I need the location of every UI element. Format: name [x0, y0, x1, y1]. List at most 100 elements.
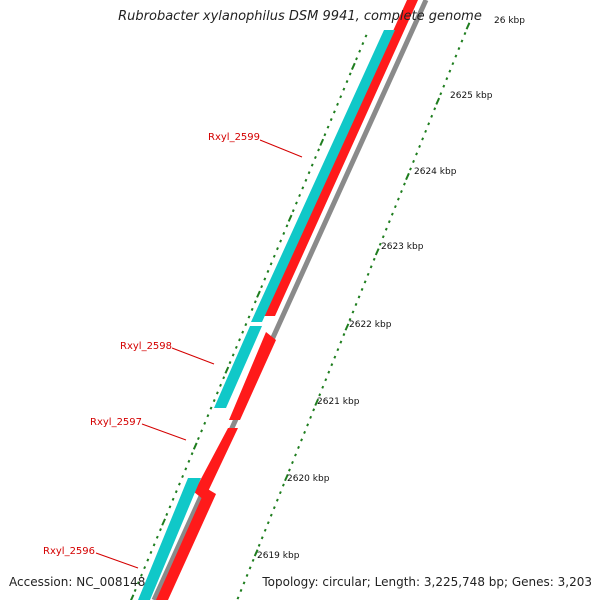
inner-major-tick: [351, 62, 356, 70]
inner-minor-tick: [332, 110, 336, 114]
ruler-minor-tick: [445, 77, 449, 81]
ruler-minor-tick: [390, 212, 394, 216]
ruler-minor-tick: [303, 430, 307, 434]
inner-minor-tick: [348, 72, 352, 76]
ruler-minor-tick: [288, 468, 291, 472]
ruler-major-tick: [253, 549, 259, 557]
accession-text: Accession: NC_008148: [9, 575, 146, 589]
ruler-minor-tick: [272, 506, 276, 510]
gene-feature-forward: [138, 478, 201, 600]
inner-minor-tick: [222, 376, 226, 380]
inner-ruler-dots: [130, 34, 368, 600]
gene-feature-reverse: [194, 428, 238, 500]
ruler-minor-tick: [393, 205, 397, 209]
ruler-minor-tick: [366, 272, 370, 276]
ruler-ticks: [236, 22, 471, 600]
ruler-minor-tick: [257, 543, 261, 547]
ruler-minor-tick: [409, 167, 412, 171]
inner-minor-tick: [165, 512, 169, 517]
ruler-minor-tick: [357, 295, 361, 299]
ruler-minor-tick: [269, 513, 273, 517]
ruler-major-tick: [314, 398, 320, 406]
inner-minor-tick: [361, 42, 365, 46]
ruler-minor-tick: [321, 385, 325, 389]
ruler-minor-tick: [448, 69, 452, 73]
tick-label: 2620 kbp: [287, 474, 330, 484]
inner-major-tick: [161, 518, 166, 526]
inner-minor-tick: [272, 254, 276, 258]
inner-minor-tick: [253, 300, 257, 304]
ruler-minor-tick: [278, 491, 282, 495]
ruler-minor-tick: [378, 242, 382, 246]
ruler-minor-tick: [415, 152, 418, 156]
reverse-strand-genes: [156, 0, 418, 600]
ruler-minor-tick: [424, 129, 428, 133]
inner-minor-tick: [342, 87, 346, 91]
tick-label: 2622 kbp: [349, 320, 392, 330]
inner-minor-tick: [241, 330, 245, 334]
ruler-minor-tick: [463, 31, 467, 36]
ruler-minor-tick: [399, 190, 403, 194]
ruler-minor-tick: [460, 39, 464, 43]
ruler-minor-tick: [451, 62, 455, 66]
inner-minor-tick: [244, 323, 248, 327]
ruler-minor-tick: [363, 280, 367, 284]
inner-minor-tick: [250, 307, 254, 311]
gene-feature-forward: [214, 326, 262, 408]
inner-minor-tick: [285, 224, 289, 228]
inner-minor-tick: [269, 262, 273, 266]
inner-major-tick: [256, 290, 261, 298]
inner-minor-tick: [215, 391, 219, 395]
inner-minor-tick: [133, 588, 137, 592]
ruler-major-tick: [435, 97, 441, 105]
inner-minor-tick: [323, 133, 327, 137]
ruler-minor-tick: [330, 363, 334, 367]
inner-minor-tick: [307, 171, 311, 175]
gene-leader-line: [259, 139, 303, 158]
inner-minor-tick: [301, 186, 305, 190]
inner-minor-tick: [174, 490, 178, 494]
ruler-minor-tick: [351, 310, 355, 314]
gene-feature-reverse: [156, 488, 216, 600]
inner-minor-tick: [295, 201, 298, 205]
inner-minor-tick: [329, 117, 333, 122]
ruler-minor-tick: [242, 581, 246, 585]
ruler-minor-tick: [333, 355, 337, 359]
inner-minor-tick: [140, 573, 143, 577]
ruler-minor-tick: [260, 536, 264, 540]
gene-label-rxyl-2597[interactable]: Rxyl_2597: [90, 417, 142, 428]
ruler-major-tick: [374, 248, 380, 256]
gene-label-rxyl-2599[interactable]: Rxyl_2599: [208, 132, 260, 143]
backbone-line: [151, 0, 429, 600]
ruler-minor-tick: [381, 235, 385, 239]
inner-minor-tick: [219, 383, 222, 387]
gene-leader-line: [171, 347, 215, 365]
ruler-minor-tick: [454, 54, 458, 58]
ruler-minor-tick: [439, 92, 443, 96]
ruler-minor-tick: [427, 122, 431, 126]
inner-minor-tick: [209, 406, 213, 410]
ruler-minor-tick: [291, 460, 294, 465]
ruler-minor-tick: [324, 378, 328, 382]
ruler-major-tick: [284, 473, 289, 482]
backbone-strands: [151, 0, 429, 600]
tick-label: 2624 kbp: [414, 167, 457, 177]
gene-label-rxyl-2598[interactable]: Rxyl_2598: [120, 341, 172, 352]
inner-minor-tick: [196, 436, 200, 441]
inner-minor-tick: [159, 528, 162, 532]
inner-minor-tick: [291, 209, 295, 213]
ruler-minor-tick: [275, 498, 279, 502]
inner-minor-tick: [155, 535, 159, 539]
inner-minor-tick: [260, 285, 264, 289]
ruler-minor-tick: [412, 159, 415, 164]
forward-strand-genes: [138, 30, 395, 600]
inner-minor-tick: [203, 421, 207, 425]
tick-label: 2625 kbp: [450, 91, 493, 101]
ruler-minor-tick: [421, 137, 425, 141]
ruler-minor-tick: [372, 257, 376, 261]
inner-major-tick: [319, 138, 325, 146]
ruler-minor-tick: [263, 528, 267, 532]
gene-label-rxyl-2596[interactable]: Rxyl_2596: [43, 546, 95, 557]
